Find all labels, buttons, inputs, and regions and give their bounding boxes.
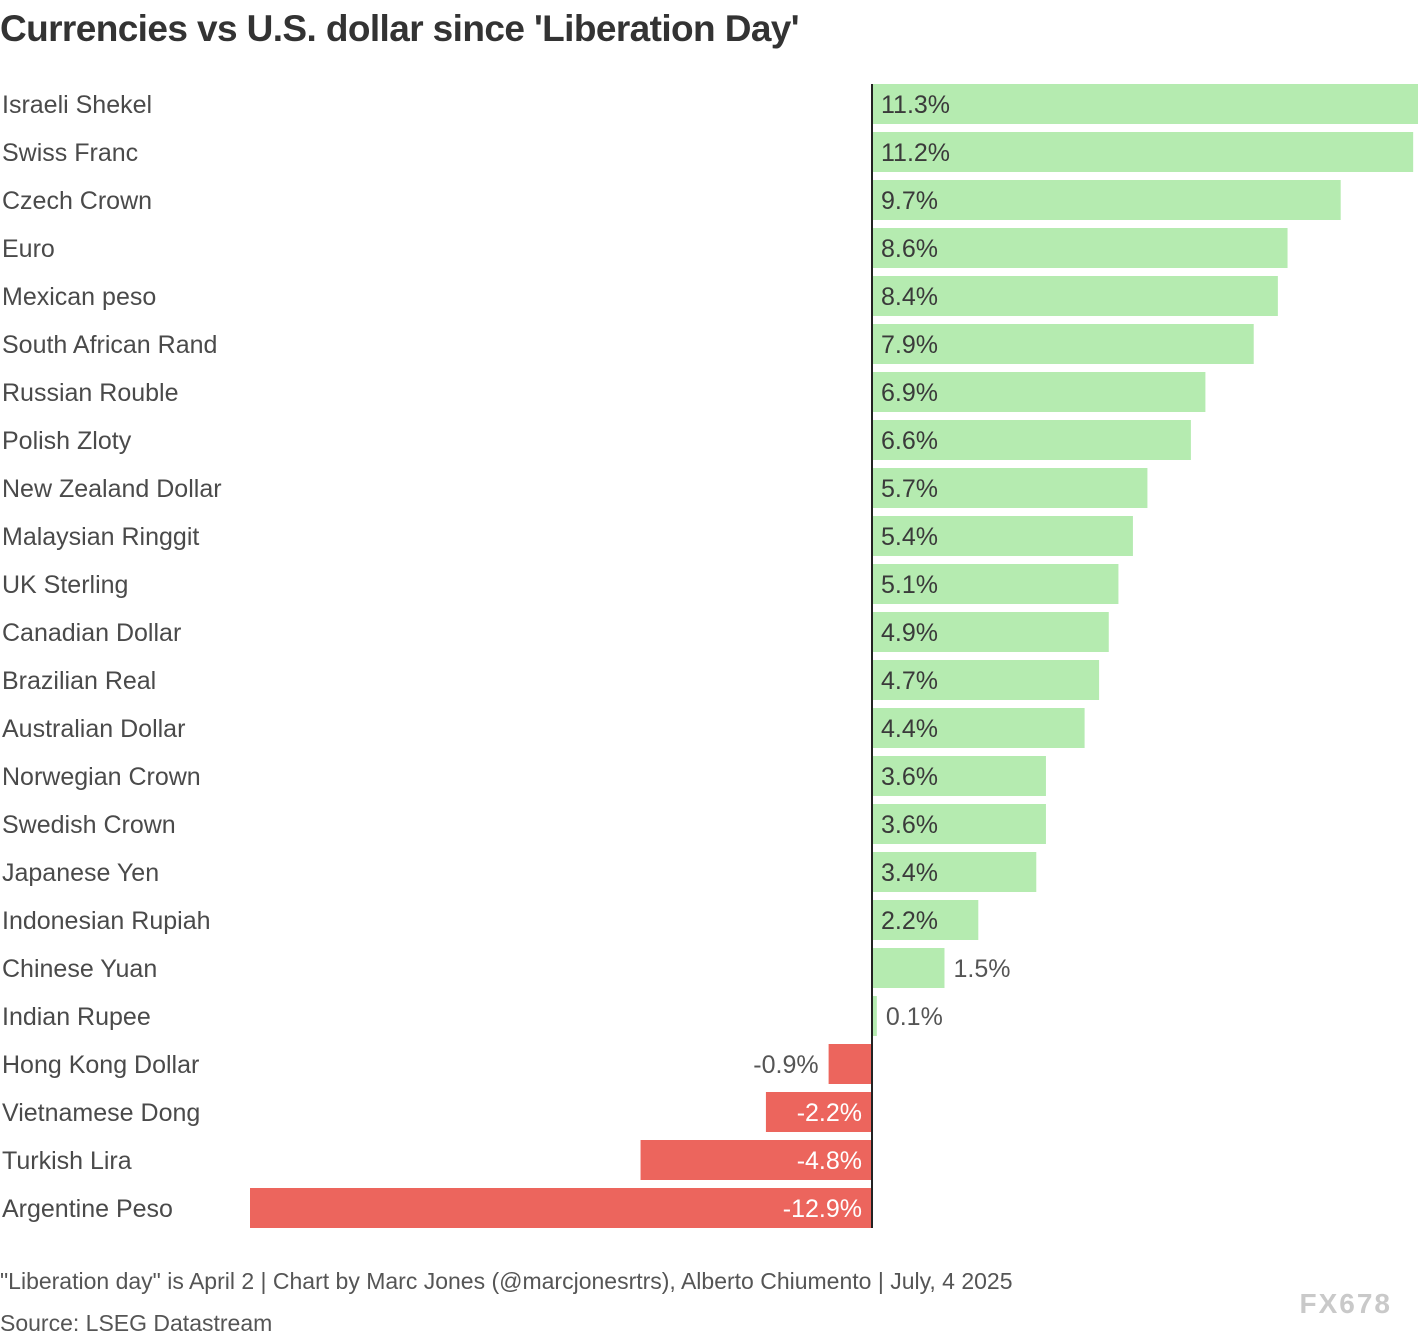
value-label-argentine-peso: -12.9% xyxy=(783,1195,862,1223)
value-label-russian-rouble: 6.9% xyxy=(881,379,938,407)
value-label-canadian-dollar: 4.9% xyxy=(881,619,938,647)
bar-chinese-yuan xyxy=(872,948,945,988)
value-label-chinese-yuan: 1.5% xyxy=(953,955,1010,983)
category-label-israeli-shekel: Israeli Shekel xyxy=(2,91,152,119)
value-label-norwegian-crown: 3.6% xyxy=(881,763,938,791)
category-label-argentine-peso: Argentine Peso xyxy=(2,1195,173,1223)
bar-australian-dollar xyxy=(872,708,1085,748)
bar-brazilian-real xyxy=(872,660,1100,700)
category-label-brazilian-real: Brazilian Real xyxy=(2,667,156,695)
bar-swedish-crown xyxy=(872,804,1046,844)
category-labels: Israeli Shekel Swiss Franc Czech Crown Euro… xyxy=(2,91,222,1223)
bar-new-zealand-dollar xyxy=(872,468,1148,508)
bar-israeli-shekel xyxy=(872,84,1418,124)
bar-vietnamese-dong xyxy=(765,1092,872,1132)
category-label-polish-zloty: Polish Zloty xyxy=(2,427,132,455)
bars xyxy=(250,84,1418,1228)
value-labels: 11.3% 11.2% 9.7% 8.6% 8.4% 7.9% 6.9% 6.6% 5.7% 5.… xyxy=(753,91,1010,1223)
category-label-vietnamese-dong: Vietnamese Dong xyxy=(2,1099,200,1127)
bar-uk-sterling xyxy=(872,564,1119,604)
value-label-israeli-shekel: 11.3% xyxy=(881,91,950,119)
bar-euro xyxy=(872,228,1288,268)
value-label-hong-kong-dollar: -0.9% xyxy=(753,1051,818,1079)
bar-russian-rouble xyxy=(872,372,1206,412)
chart-footnote: "Liberation day" is April 2 | Chart by M… xyxy=(0,1268,1013,1294)
bar-swiss-franc xyxy=(872,132,1414,172)
category-label-indian-rupee: Indian Rupee xyxy=(2,1003,151,1031)
value-label-brazilian-real: 4.7% xyxy=(881,667,938,695)
category-label-malaysian-ringgit: Malaysian Ringgit xyxy=(2,523,199,551)
bar-indian-rupee xyxy=(872,996,877,1036)
bar-argentine-peso xyxy=(250,1188,872,1228)
value-label-uk-sterling: 5.1% xyxy=(881,571,938,599)
value-label-japanese-yen: 3.4% xyxy=(881,859,938,887)
category-label-canadian-dollar: Canadian Dollar xyxy=(2,619,181,647)
bar-malaysian-ringgit xyxy=(872,516,1133,556)
bar-indonesian-rupiah xyxy=(872,900,979,940)
bar-polish-zloty xyxy=(872,420,1191,460)
category-label-uk-sterling: UK Sterling xyxy=(2,571,128,599)
value-label-south-african-rand: 7.9% xyxy=(881,331,938,359)
bar-hong-kong-dollar xyxy=(828,1044,872,1084)
value-label-turkish-lira: -4.8% xyxy=(797,1147,862,1175)
category-label-south-african-rand: South African Rand xyxy=(2,331,217,359)
category-label-japanese-yen: Japanese Yen xyxy=(2,859,159,887)
category-label-swedish-crown: Swedish Crown xyxy=(2,811,176,839)
value-label-malaysian-ringgit: 5.4% xyxy=(881,523,938,551)
chart-title: Currencies vs U.S. dollar since 'Liberat… xyxy=(0,8,800,49)
category-label-mexican-peso: Mexican peso xyxy=(2,283,156,311)
bar-south-african-rand xyxy=(872,324,1254,364)
category-label-euro: Euro xyxy=(2,235,55,263)
watermark-logo: FX678 xyxy=(1299,1288,1392,1319)
category-label-turkish-lira: Turkish Lira xyxy=(2,1147,132,1175)
bar-canadian-dollar xyxy=(872,612,1109,652)
bar-czech-crown xyxy=(872,180,1341,220)
value-label-indian-rupee: 0.1% xyxy=(886,1003,943,1031)
category-label-hong-kong-dollar: Hong Kong Dollar xyxy=(2,1051,199,1079)
value-label-new-zealand-dollar: 5.7% xyxy=(881,475,938,503)
category-label-swiss-franc: Swiss Franc xyxy=(2,139,138,167)
bar-japanese-yen xyxy=(872,852,1037,892)
value-label-swedish-crown: 3.6% xyxy=(881,811,938,839)
value-label-polish-zloty: 6.6% xyxy=(881,427,938,455)
category-label-norwegian-crown: Norwegian Crown xyxy=(2,763,201,791)
value-label-mexican-peso: 8.4% xyxy=(881,283,938,311)
value-label-czech-crown: 9.7% xyxy=(881,187,938,215)
chart-source: Source: LSEG Datastream xyxy=(0,1310,273,1336)
value-label-vietnamese-dong: -2.2% xyxy=(797,1099,862,1127)
category-label-new-zealand-dollar: New Zealand Dollar xyxy=(2,475,222,503)
bar-mexican-peso xyxy=(872,276,1278,316)
category-label-czech-crown: Czech Crown xyxy=(2,187,152,215)
category-label-russian-rouble: Russian Rouble xyxy=(2,379,179,407)
category-label-australian-dollar: Australian Dollar xyxy=(2,715,185,743)
category-label-indonesian-rupiah: Indonesian Rupiah xyxy=(2,907,211,935)
value-label-euro: 8.6% xyxy=(881,235,938,263)
value-label-swiss-franc: 11.2% xyxy=(881,139,950,167)
category-label-chinese-yuan: Chinese Yuan xyxy=(2,955,157,983)
bar-turkish-lira xyxy=(640,1140,872,1180)
value-label-australian-dollar: 4.4% xyxy=(881,715,938,743)
value-label-indonesian-rupiah: 2.2% xyxy=(881,907,938,935)
bar-chart: Israeli Shekel Swiss Franc Czech Crown Euro… xyxy=(2,84,1418,1228)
bar-norwegian-crown xyxy=(872,756,1046,796)
